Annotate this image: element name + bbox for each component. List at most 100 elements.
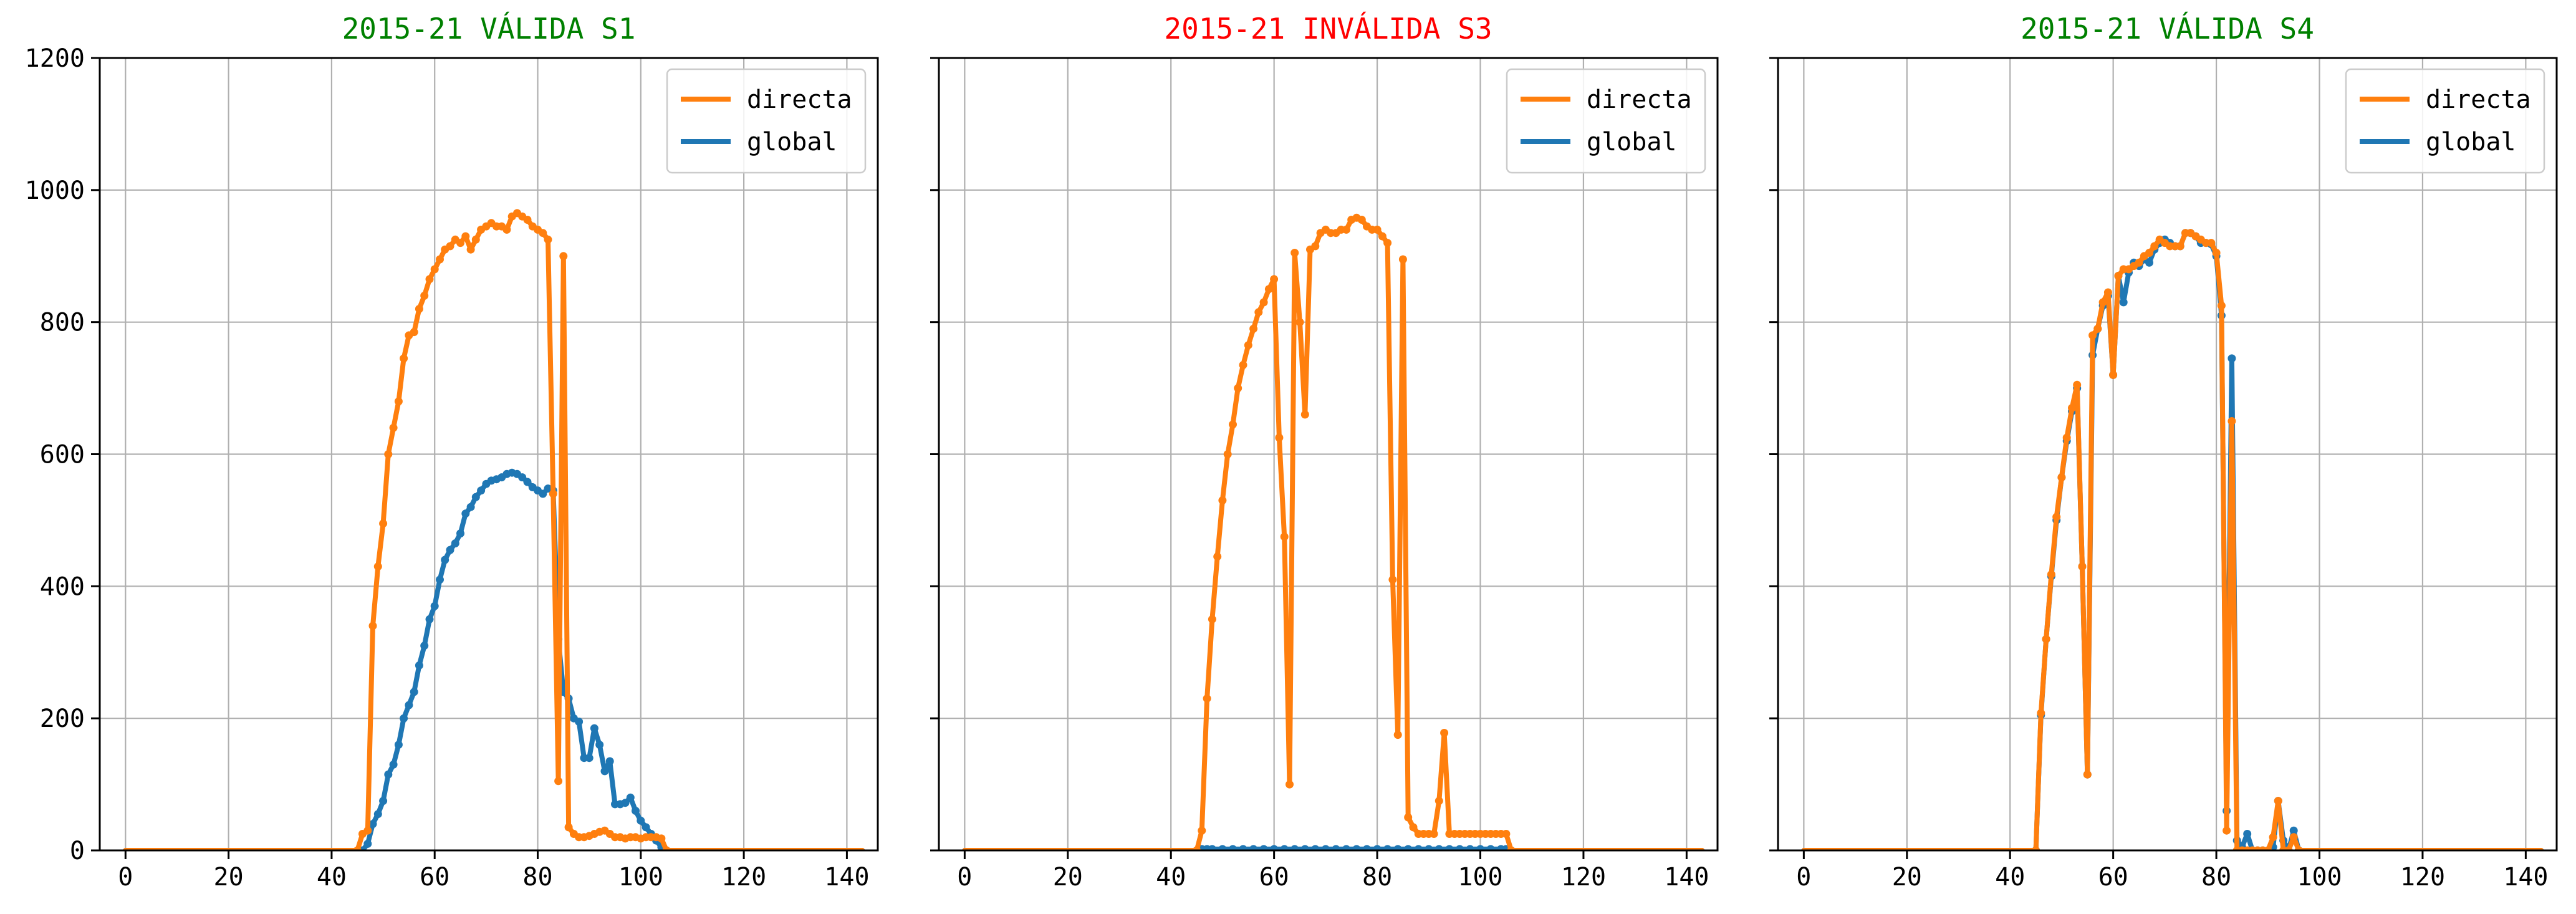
x-tick-label: 60 [2098,863,2128,892]
plot-area [962,213,1705,850]
data-point-directa [2114,272,2123,280]
data-point-global [1425,845,1433,850]
data-point-global [363,839,372,848]
x-tick-label: 80 [2201,863,2231,892]
series-line-global [123,470,865,850]
data-point-directa [1295,318,1304,327]
data-point-directa [1270,275,1279,284]
legend-label-directa: directa [2426,85,2531,114]
data-point-directa [2274,797,2282,806]
data-point-directa [400,354,408,363]
data-point-directa [1393,731,1402,739]
data-point-global [518,473,527,482]
x-tick-label: 40 [1156,863,1186,892]
data-point-directa [461,232,470,241]
data-point-global [585,754,594,762]
data-point-global [451,539,459,547]
data-point-directa [2109,370,2118,379]
data-point-directa [2052,512,2061,521]
data-point-global [410,688,418,696]
data-point-directa [456,239,464,248]
data-point-directa [1430,830,1438,838]
data-point-global [632,807,640,815]
data-point-global [436,575,444,584]
series-markers-directa [2032,229,2303,850]
data-point-directa [2062,433,2071,442]
x-tick-label: 120 [1561,863,1606,892]
legend-label-global: global [2426,128,2516,156]
x-tick-label: 20 [1053,863,1083,892]
data-point-directa [1357,216,1366,224]
data-point-directa [1383,239,1392,248]
data-point-global [2228,354,2236,363]
data-point-global [384,770,393,779]
data-point-directa [1254,308,1263,317]
data-point-directa [2037,709,2045,718]
data-point-global [430,602,439,610]
data-point-directa [1264,285,1273,294]
data-point-directa [471,235,480,244]
data-point-global [1280,845,1289,850]
data-point-global [1218,845,1227,850]
x-tick-label: 140 [2503,863,2548,892]
data-point-directa [1388,575,1397,584]
data-point-global [441,556,449,564]
data-point-directa [1275,433,1284,442]
data-point-directa [2078,562,2087,571]
y-tick-label: 1200 [25,44,85,73]
data-point-directa [2217,301,2226,310]
data-point-directa [1229,420,1237,429]
data-point-directa [363,826,372,835]
data-point-directa [2103,288,2112,297]
legend: directa global [666,68,867,174]
data-point-directa [2289,833,2298,842]
data-point-global [1270,845,1279,850]
data-point-global [1352,845,1361,850]
data-point-directa [373,562,382,571]
data-point-directa [544,235,552,244]
data-point-global [1290,845,1299,850]
data-point-global [368,820,377,829]
legend: directa global [1506,68,1706,174]
data-point-global [1466,845,1474,850]
data-point-directa [1208,615,1216,623]
plot-area [1801,229,2544,850]
data-point-directa [2284,846,2293,850]
data-point-directa [1409,823,1418,832]
data-point-directa [2269,833,2277,842]
data-point-directa [2088,331,2097,340]
subplot-s4: 0 20 40 60 80 100 120 140 2015-21 VÁLIDA S4 direc… [1769,12,2558,892]
data-point-global [425,615,434,623]
data-point-global [642,823,650,832]
data-point-global [1332,845,1340,850]
legend-label-directa: directa [747,85,852,114]
data-point-global [461,509,470,518]
data-point-directa [2135,258,2143,267]
data-point-directa [1259,298,1268,307]
data-point-directa [2032,846,2040,850]
data-point-directa [394,397,403,406]
data-point-directa [2068,403,2076,412]
x-tick-label: 120 [721,863,766,892]
data-point-global [2289,826,2298,835]
data-point-global [1414,845,1423,850]
data-point-global [1486,845,1495,850]
x-tick-label: 0 [1796,863,1811,892]
series-line-directa [123,210,865,850]
data-point-global [1342,845,1350,850]
data-point-directa [1398,255,1407,264]
series-line-directa [1801,230,2544,850]
legend-label-global: global [747,128,837,156]
data-point-global [1363,845,1371,850]
data-point-directa [539,229,547,238]
data-point-directa [379,519,388,528]
data-point-directa [1244,341,1252,350]
x-tick-label: 60 [1259,863,1289,892]
x-tick-label: 60 [420,863,449,892]
data-point-directa [2047,570,2055,579]
x-tick-label: 80 [1362,863,1392,892]
x-tick-label: 80 [522,863,552,892]
x-tick-label: 140 [1664,863,1709,892]
data-point-global [1435,845,1443,850]
data-point-directa [389,423,398,432]
